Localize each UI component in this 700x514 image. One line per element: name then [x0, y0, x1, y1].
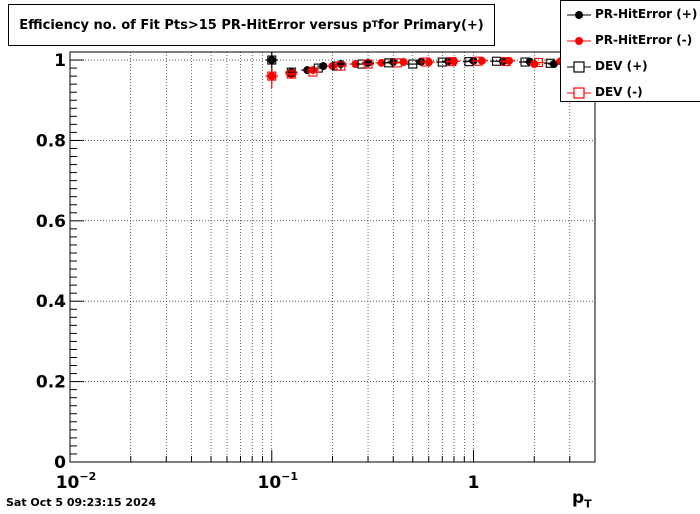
filled-circle-red-icon — [567, 37, 591, 45]
legend-item-pr-hiterror-plus: PR-HitError (+) — [561, 3, 700, 25]
data-point — [308, 66, 317, 75]
chart-title-sub: T — [371, 20, 378, 30]
legend: PR-HitError (+) PR-HitError (-) DEV (+) … — [560, 0, 700, 102]
x-tick-label: 1 — [468, 473, 480, 493]
y-tick-label: 0 — [54, 453, 66, 473]
x-tick-label: 10−1 — [257, 470, 298, 493]
data-point — [308, 67, 318, 77]
data-point — [319, 62, 328, 71]
data-point — [267, 71, 277, 81]
data-point — [363, 59, 373, 69]
x-tick-label: 10−2 — [56, 470, 97, 493]
data-point — [392, 58, 403, 68]
legend-label: DEV (-) — [595, 85, 643, 99]
x-axis-label: pT — [572, 488, 592, 510]
data-point — [447, 57, 457, 67]
y-tick-label: 1 — [54, 51, 66, 71]
y-tick-label: 0.8 — [36, 131, 66, 151]
legend-item-dev-minus: DEV (-) — [561, 81, 700, 103]
legend-item-dev-plus: DEV (+) — [561, 55, 700, 77]
data-point — [421, 57, 431, 67]
y-tick-label: 0.2 — [36, 373, 66, 393]
y-tick-label: 0.6 — [36, 212, 66, 232]
data-point — [505, 56, 514, 65]
x-axis-label-sub: T — [584, 497, 592, 511]
open-square-red-icon — [567, 87, 591, 99]
data-point — [501, 57, 511, 67]
legend-item-pr-hiterror-minus: PR-HitError (-) — [561, 29, 700, 51]
data-point — [473, 56, 483, 66]
timestamp: Sat Oct 5 09:23:15 2024 — [6, 496, 157, 509]
legend-label: PR-HitError (-) — [595, 33, 693, 47]
data-point — [336, 61, 346, 71]
data-point — [286, 69, 296, 79]
y-tick-label: 0.4 — [36, 292, 66, 312]
x-axis-label-main: p — [572, 488, 585, 508]
open-square-black-icon — [567, 61, 591, 73]
chart-title: Efficiency no. of Fit Pts>15 PR-HitError… — [8, 4, 495, 46]
data-point — [408, 59, 418, 69]
legend-label: PR-HitError (+) — [595, 7, 698, 21]
data-point — [520, 57, 530, 67]
data-point — [545, 58, 555, 68]
data-point — [533, 57, 544, 68]
filled-circle-black-icon — [567, 11, 591, 19]
data-point — [377, 58, 386, 67]
data-point — [267, 55, 277, 65]
chart-title-prefix: Efficiency no. of Fit Pts>15 PR-HitError… — [19, 17, 372, 33]
chart-title-suffix: for Primary(+) — [377, 17, 484, 33]
legend-label: DEV (+) — [595, 59, 648, 73]
